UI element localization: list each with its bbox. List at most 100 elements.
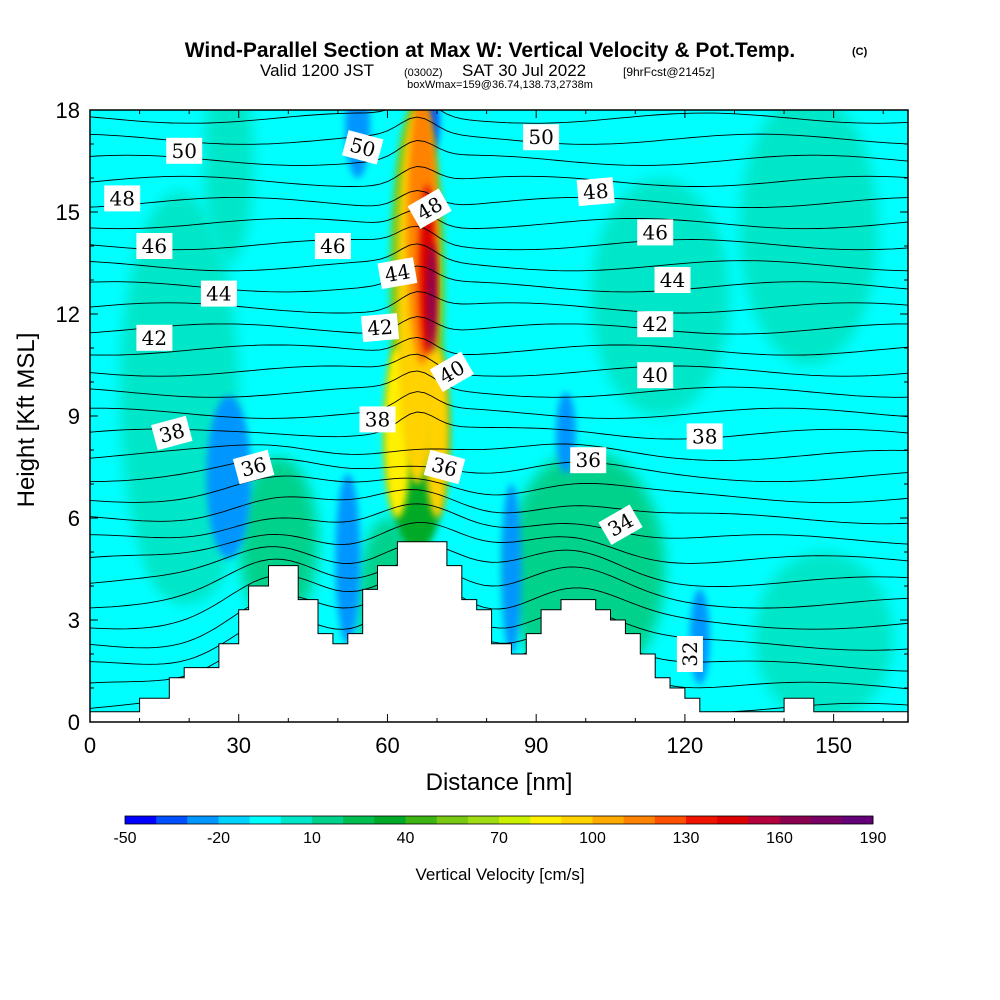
contour-label-bg [200,280,237,307]
colorbar-tick-label: 10 [303,830,321,847]
contour-label-text: 44 [660,268,685,292]
contour-label: 32 [676,636,703,672]
contour-label-bg [166,137,203,164]
theta-contour-line [90,225,908,251]
colorbar-tick-label: -50 [113,830,136,847]
theta-contour-line [90,190,908,209]
colorbar-tick-label: -20 [207,830,230,847]
contour-label-text: 46 [642,220,667,244]
contour-label-text: 44 [206,282,231,306]
contour-label: 44 [654,267,691,293]
colorbar-swatch [810,816,843,824]
y-tick-label: 9 [68,404,80,429]
colorbar-swatch [717,816,749,824]
copyright-mark: (C) [852,46,868,58]
contour-label-bg [523,124,560,151]
y-axis-label: Height [Kft MSL] [13,333,40,508]
contour-label-text: 32 [678,641,702,666]
valid-date-label: SAT 30 Jul 2022 [462,61,586,80]
colorbar-swatch [187,816,219,824]
contour-label: 38 [359,406,396,433]
colorbar-swatch [654,816,687,824]
valid-time-label: Valid 1200 JST [260,61,374,80]
contour-label-bg [377,257,418,290]
x-tick-label: 150 [815,733,852,758]
contour-label-bg [686,423,723,450]
theta-contours [90,110,908,713]
contour-label: 36 [232,449,275,485]
colorbar-swatch [218,816,251,824]
colorbar-swatch [841,816,874,824]
colorbar-frame [124,815,874,825]
contour-label: 46 [136,233,173,259]
y-tick-label: 3 [68,608,80,633]
contour-label-text: 48 [582,179,609,205]
contour-label: 44 [200,280,237,307]
contour-label-bg [136,233,173,259]
theta-contour-line [90,116,908,145]
theta-contour-line [90,391,908,419]
colorbar-swatch [280,816,313,824]
contour-label-bg [359,406,396,433]
theta-contour-line [90,353,908,377]
colorbar-tick-label: 130 [673,830,700,847]
theta-contour-line [90,166,908,187]
colorbar-swatch [374,816,406,824]
contour-label-bg [637,311,674,338]
colorbar-tick-label: 70 [490,830,508,847]
x-tick-label: 30 [226,733,250,758]
colorbar-swatch [530,816,562,824]
contour-label-text: 46 [320,234,345,258]
contour-label-bg [637,219,674,246]
theta-contour-line [90,585,908,651]
contour-label-text: 36 [575,448,600,472]
contour-label: 50 [166,137,203,164]
colorbar-swatch [592,816,625,824]
contour-label-bg [104,185,141,212]
contour-label: 48 [576,177,615,207]
colorbar-swatch [125,816,157,824]
x-axis: 0 30 60 90 120 150 [84,110,884,758]
contour-label: 42 [637,311,674,338]
theta-contour-line [90,411,908,440]
colorbar-swatch [779,816,812,824]
contour-label-text: 38 [365,407,390,431]
theta-contour-line [90,558,908,609]
contour-label-text: 42 [642,312,667,336]
theta-contour-line [90,542,908,588]
contour-label-text: 40 [642,363,667,387]
colorbar-tick-label: 40 [397,830,415,847]
x-tick-label: 90 [524,733,548,758]
contour-label: 50 [341,130,384,165]
theta-contour-line [90,475,908,504]
contour-label-bg [314,233,351,259]
x-tick-label: 0 [84,733,96,758]
theta-contour-line [90,316,908,335]
colorbar-swatch [561,816,593,824]
colorbar-label: Vertical Velocity [cm/s] [415,865,584,884]
chart-title: Wind-Parallel Section at Max W: Vertical… [185,39,796,62]
contour-label: 48 [104,185,141,212]
contour-label: 42 [136,324,173,351]
contour-label-bg [341,130,384,165]
colorbar-swatch [748,816,780,824]
box-wmax-label: boxWmax=159@36.74,138.73,2738m [407,79,593,91]
contour-label-text: 42 [142,326,167,350]
weak-updraft-region [204,110,254,263]
colorbar-swatch [156,816,188,824]
theta-contour-line [90,458,908,483]
contour-label: 36 [423,449,466,485]
theta-contour-line [90,489,908,525]
contour-label-bg [151,415,193,451]
contour-label-text: 48 [109,186,134,210]
theta-contour-line [90,140,908,166]
theta-contour-line [90,443,908,461]
theta-contour-line [90,574,908,630]
contour-label-bg [598,504,643,546]
contour-label: 44 [377,257,418,290]
downdraft-region [335,473,361,644]
contour-label: 36 [570,447,607,474]
